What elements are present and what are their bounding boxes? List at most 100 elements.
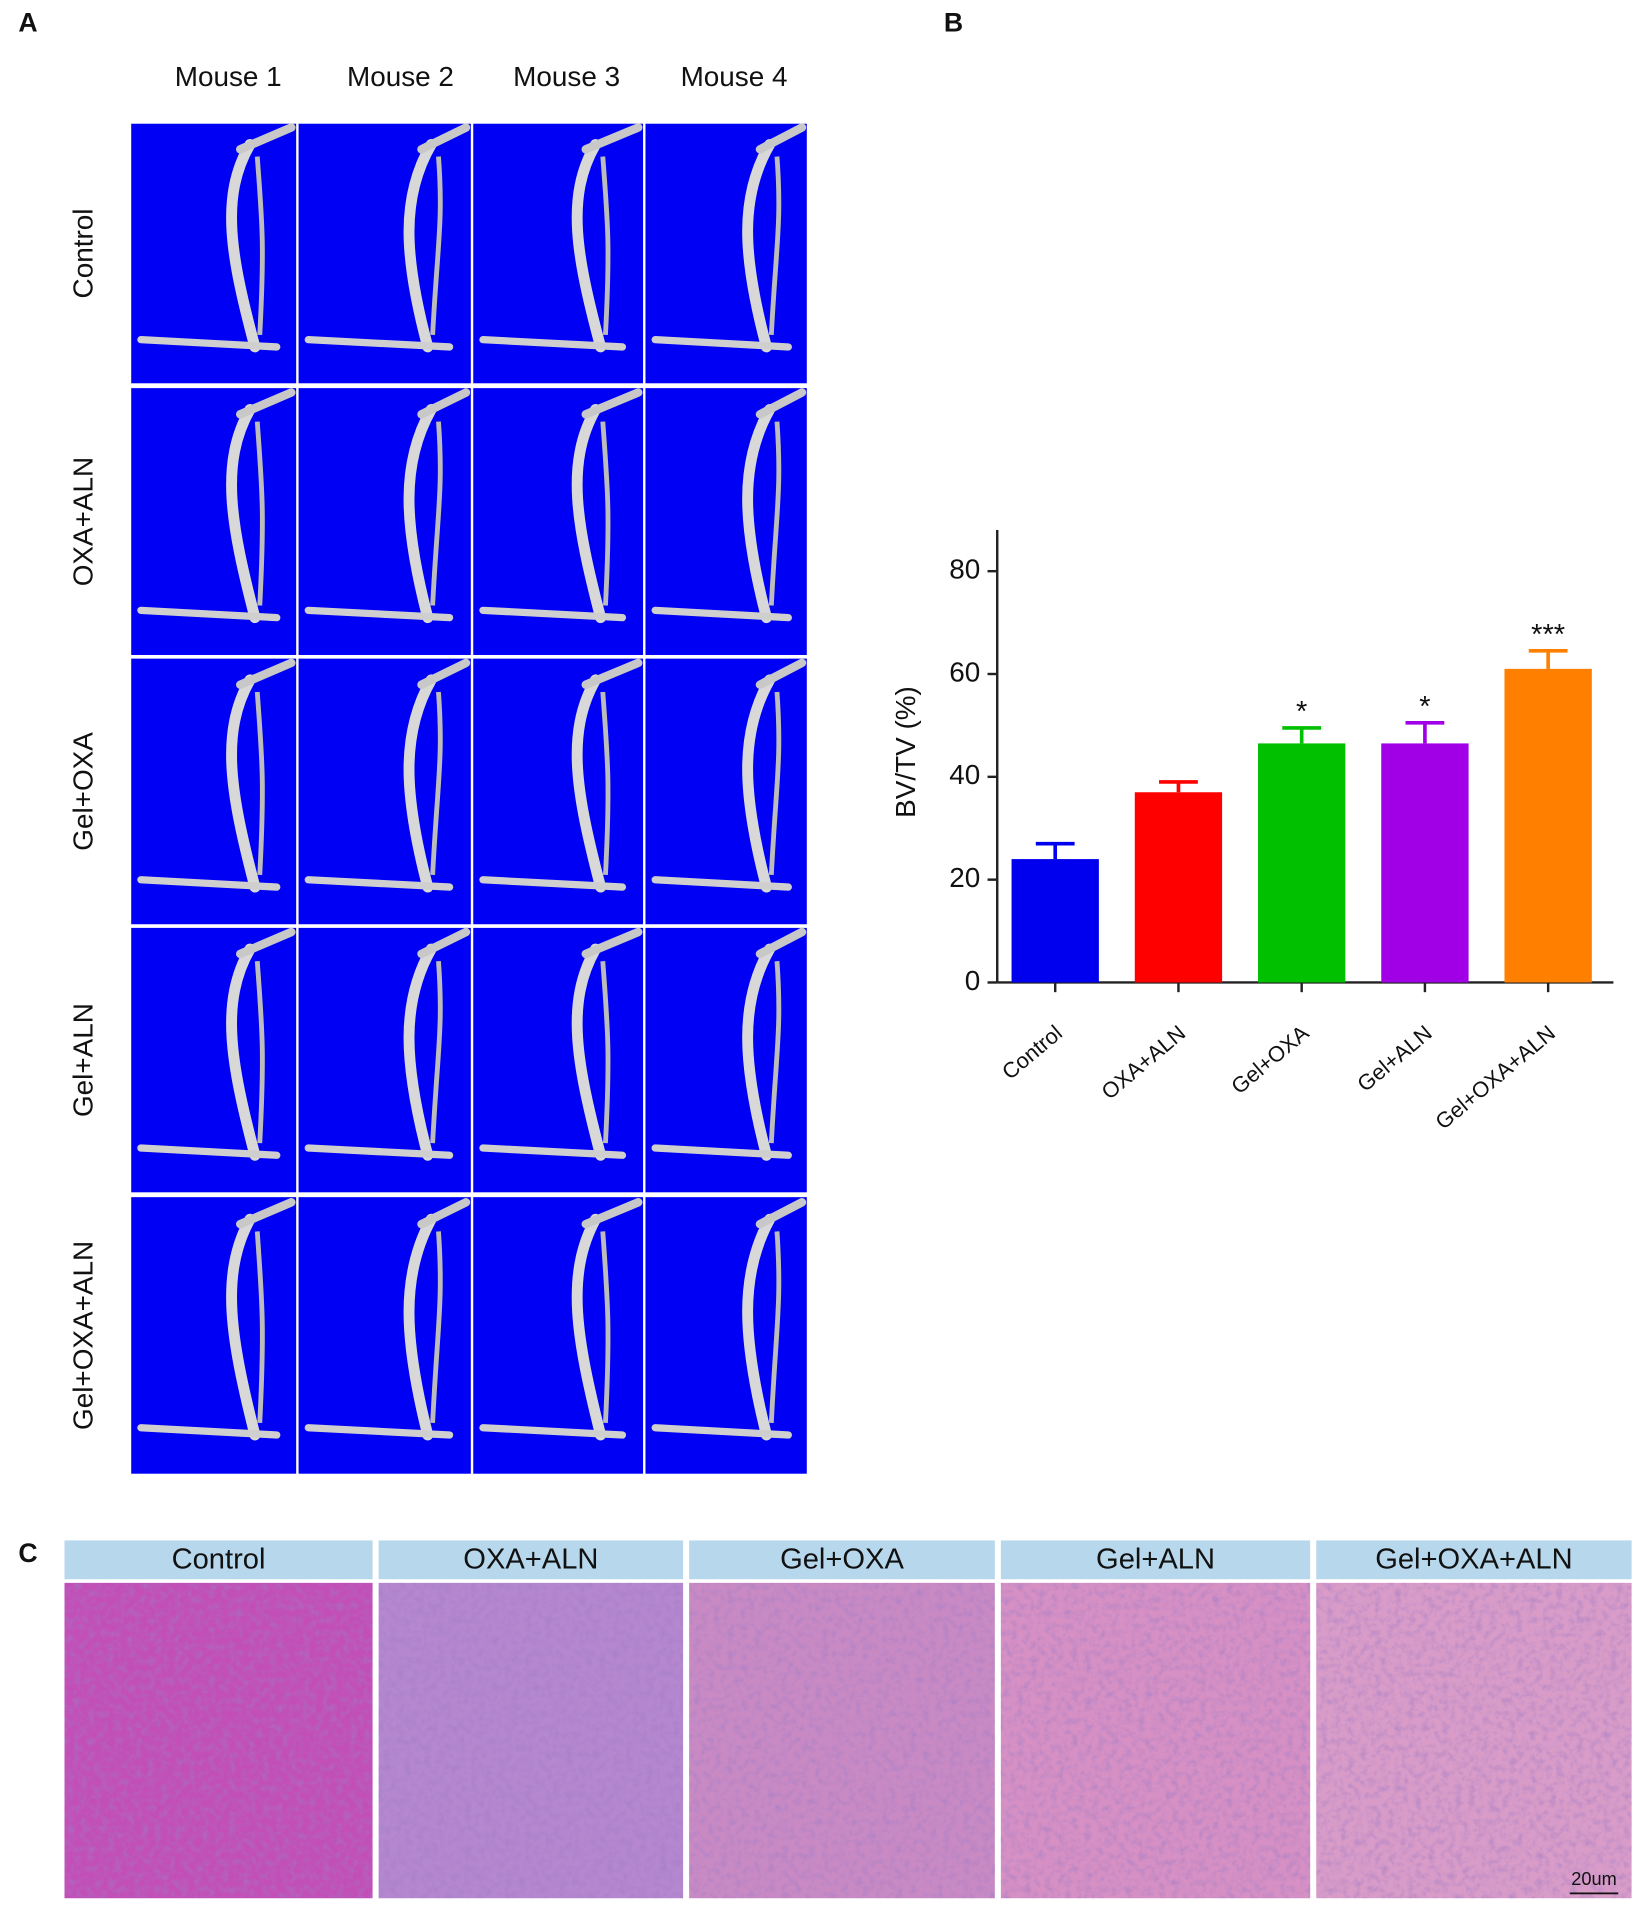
x-tick-label: Control bbox=[997, 1020, 1067, 1084]
bone bbox=[417, 927, 471, 959]
scale-bar-label: 20um bbox=[1571, 1869, 1617, 1889]
bone bbox=[742, 674, 776, 893]
bone bbox=[600, 1231, 611, 1423]
bone bbox=[755, 1198, 807, 1229]
bone bbox=[236, 658, 296, 689]
bone bbox=[403, 943, 437, 1161]
bar bbox=[1504, 668, 1592, 983]
bone bbox=[600, 156, 611, 335]
bar bbox=[1011, 859, 1099, 983]
header-cell bbox=[1316, 1540, 1632, 1580]
bone bbox=[571, 404, 607, 624]
bone bbox=[581, 927, 643, 959]
bone bbox=[742, 943, 776, 1161]
error-bar bbox=[1405, 721, 1445, 744]
bone bbox=[571, 139, 607, 353]
bone bbox=[581, 658, 643, 689]
bone bbox=[137, 876, 281, 891]
bone-render bbox=[479, 658, 643, 893]
bone bbox=[651, 876, 792, 891]
y-tick-label: 0 bbox=[965, 965, 981, 996]
bone bbox=[304, 336, 454, 351]
histology-texture bbox=[378, 1582, 684, 1899]
header-label: Gel+ALN bbox=[1096, 1544, 1215, 1576]
bone bbox=[768, 156, 782, 335]
bone bbox=[403, 404, 437, 624]
bone bbox=[430, 691, 443, 876]
bone bbox=[236, 123, 296, 154]
y-tick-label: 60 bbox=[949, 656, 980, 687]
bone-render bbox=[651, 658, 807, 893]
bone-render bbox=[479, 927, 643, 1161]
panel-label: B bbox=[944, 7, 963, 37]
bone-render bbox=[651, 388, 807, 624]
header-label: Gel+OXA bbox=[780, 1544, 904, 1576]
bone bbox=[226, 943, 261, 1161]
bone bbox=[768, 691, 782, 876]
bone bbox=[254, 1231, 265, 1423]
y-tick-label: 40 bbox=[949, 759, 980, 790]
bone bbox=[137, 336, 281, 351]
bone bbox=[226, 139, 261, 353]
bone-render bbox=[137, 658, 296, 893]
bone bbox=[581, 123, 643, 154]
significance-label: * bbox=[1419, 691, 1430, 723]
bone-render bbox=[479, 1198, 643, 1441]
column-header: Mouse 2 bbox=[347, 61, 454, 92]
bone bbox=[479, 606, 627, 622]
bone bbox=[137, 1424, 281, 1439]
bone bbox=[755, 927, 807, 959]
bone bbox=[479, 336, 627, 351]
row-label: OXA+ALN bbox=[67, 457, 98, 586]
column-header: Mouse 1 bbox=[175, 61, 282, 92]
bone bbox=[581, 1198, 643, 1229]
bone bbox=[600, 960, 611, 1144]
error-bar bbox=[1528, 649, 1568, 669]
bone-render bbox=[304, 388, 471, 624]
bone bbox=[430, 1231, 443, 1423]
column-header: Mouse 3 bbox=[513, 61, 620, 92]
bone-render bbox=[479, 388, 643, 624]
bone bbox=[236, 927, 296, 959]
bone bbox=[403, 1213, 437, 1441]
bone-render bbox=[137, 927, 296, 1161]
bone bbox=[479, 1144, 627, 1159]
significance-label: * bbox=[1296, 696, 1307, 728]
bone bbox=[254, 156, 265, 335]
bone bbox=[304, 1424, 454, 1439]
bone bbox=[254, 421, 265, 606]
bone bbox=[226, 1213, 261, 1441]
error-bar bbox=[1159, 780, 1198, 793]
bone-render bbox=[137, 388, 296, 624]
bone bbox=[403, 139, 437, 353]
header-cell bbox=[378, 1540, 684, 1580]
bone-render bbox=[651, 123, 807, 353]
bone bbox=[571, 674, 607, 893]
histology-texture bbox=[1316, 1582, 1632, 1899]
bone bbox=[304, 606, 454, 622]
bone bbox=[254, 960, 265, 1144]
bone bbox=[430, 421, 443, 606]
y-tick-label: 80 bbox=[949, 554, 980, 585]
row-label: Gel+ALN bbox=[67, 1003, 98, 1117]
x-tick-label: Gel+ALN bbox=[1352, 1020, 1436, 1096]
bone bbox=[742, 1213, 776, 1441]
bar bbox=[1381, 743, 1469, 983]
bone bbox=[600, 421, 611, 606]
bone bbox=[768, 421, 782, 606]
significance-label: *** bbox=[1531, 619, 1565, 651]
bone bbox=[479, 1424, 627, 1439]
header-cell bbox=[1000, 1540, 1311, 1580]
x-tick-label: Gel+OXA+ALN bbox=[1430, 1020, 1559, 1134]
bone bbox=[571, 1213, 607, 1441]
bone-render bbox=[304, 1198, 471, 1441]
y-tick-label: 20 bbox=[949, 862, 980, 893]
row-label: Gel+OXA+ALN bbox=[67, 1241, 98, 1430]
error-bar bbox=[1035, 841, 1075, 860]
bone bbox=[430, 156, 443, 335]
header-label: Control bbox=[172, 1544, 266, 1576]
bone bbox=[755, 388, 807, 419]
header-label: Gel+OXA+ALN bbox=[1375, 1544, 1572, 1576]
bone bbox=[571, 943, 607, 1161]
panel-label: A bbox=[18, 7, 37, 37]
